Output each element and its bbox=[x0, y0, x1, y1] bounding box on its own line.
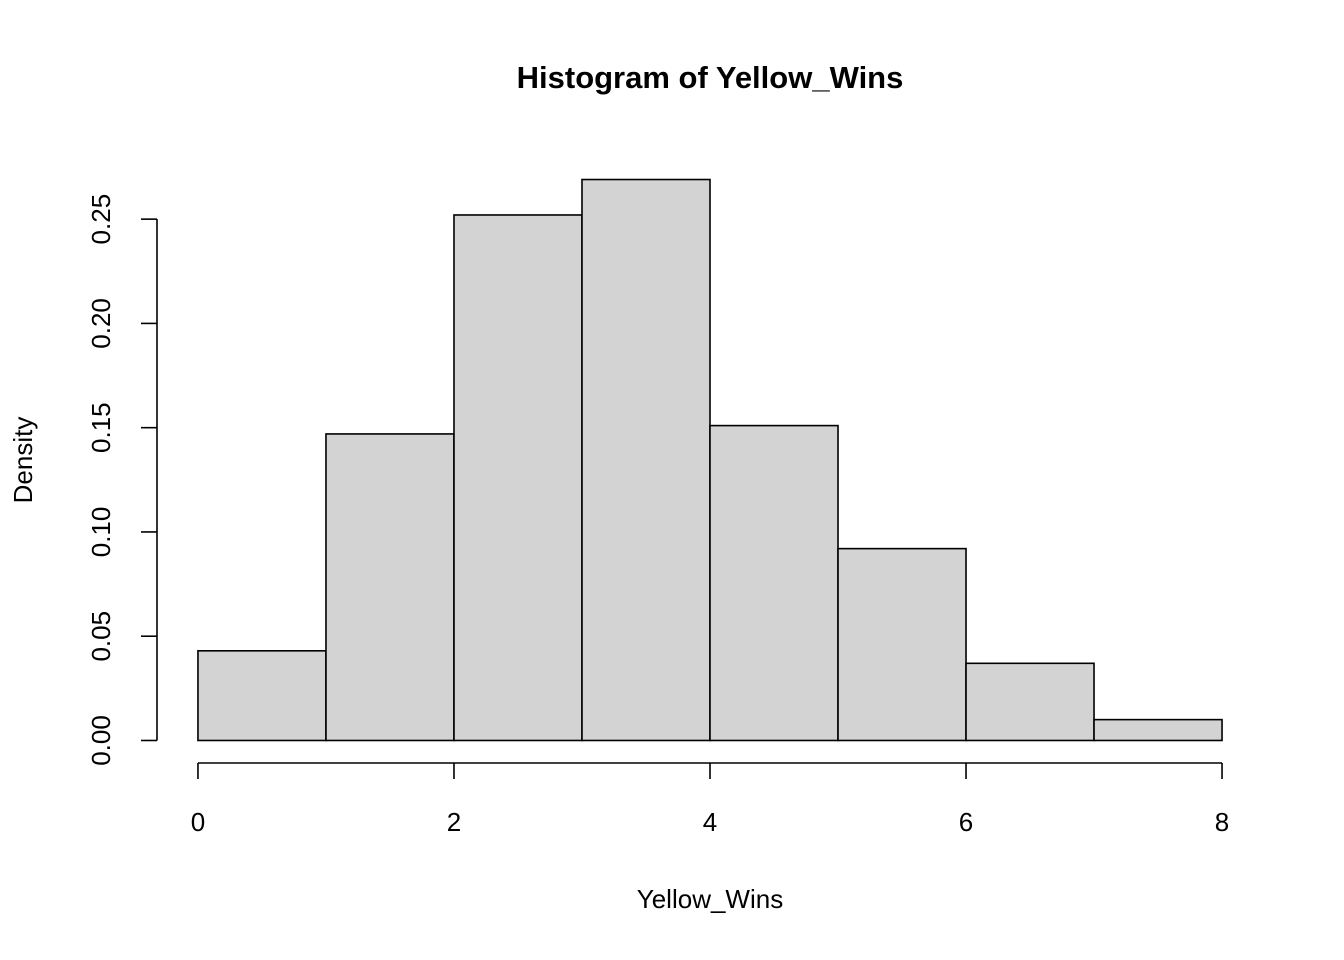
y-tick-label: 0.05 bbox=[86, 611, 116, 662]
y-tick-label: 0.00 bbox=[86, 715, 116, 766]
x-tick-label: 0 bbox=[191, 807, 205, 837]
x-axis-label: Yellow_Wins bbox=[637, 884, 783, 914]
bar bbox=[1093, 718, 1223, 742]
bar bbox=[197, 650, 327, 742]
x-tick-label: 6 bbox=[959, 807, 973, 837]
y-tick-label: 0.25 bbox=[86, 194, 116, 245]
bar bbox=[709, 424, 839, 742]
bar bbox=[965, 662, 1095, 742]
y-tick-label: 0.15 bbox=[86, 402, 116, 453]
y-tick-label: 0.10 bbox=[86, 507, 116, 558]
chart-title: Histogram of Yellow_Wins bbox=[517, 60, 904, 95]
bar bbox=[453, 214, 583, 742]
x-tick-label: 2 bbox=[447, 807, 461, 837]
bar bbox=[325, 433, 455, 742]
y-tick-label: 0.20 bbox=[86, 298, 116, 349]
x-tick-label: 4 bbox=[703, 807, 717, 837]
y-axis-label: Density bbox=[8, 417, 38, 504]
bar bbox=[581, 178, 711, 742]
x-tick-label: 8 bbox=[1215, 807, 1229, 837]
bar bbox=[837, 547, 967, 742]
